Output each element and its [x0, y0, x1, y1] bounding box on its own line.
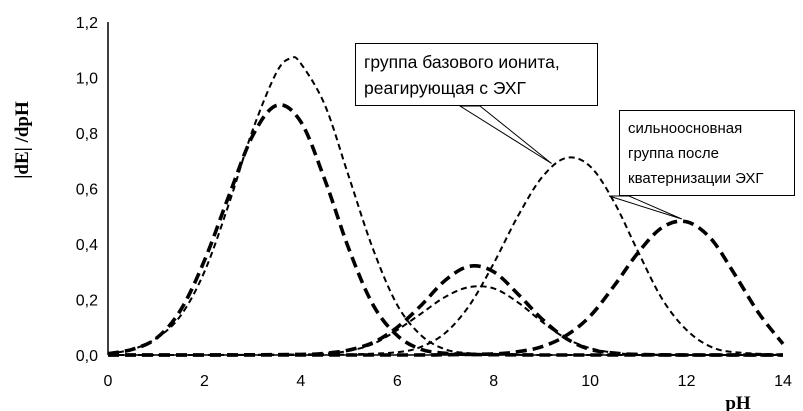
callout-leader	[458, 105, 552, 164]
callout-leaders	[458, 105, 682, 220]
y-tick-label: 1,0	[76, 71, 98, 88]
x-ticks: 0 2 4 6 8 10 12 14	[104, 373, 792, 390]
annotation-line: группа базового ионита,	[364, 52, 560, 72]
annotation-line: реагирующая с ЭХГ	[364, 78, 526, 98]
y-tick-label: 0,8	[76, 126, 98, 143]
x-tick-label: 6	[393, 373, 402, 390]
y-tick-label: 0,0	[76, 348, 98, 365]
annotation-callout: сильноосновная группа после кватернизаци…	[619, 110, 795, 196]
series-line-4	[108, 285, 783, 357]
y-tick-label: 0,6	[76, 182, 98, 199]
x-tick-label: 0	[104, 373, 113, 390]
x-tick-label: 4	[296, 373, 305, 390]
axes	[107, 22, 783, 356]
annotation-callout: группа базового ионита, реагирующая с ЭХ…	[355, 43, 598, 106]
y-axis-title: |dE| /dpH	[12, 101, 33, 179]
x-axis-title: pH	[725, 393, 751, 411]
x-tick-label: 12	[678, 373, 696, 390]
y-tick-label: 0,2	[76, 293, 98, 310]
x-tick-label: 8	[489, 373, 498, 390]
callout-leader	[608, 195, 682, 220]
annotation-line: сильноосновная	[628, 120, 743, 137]
annotation-line: группа после	[628, 145, 719, 162]
series-line-6	[108, 219, 785, 357]
y-tick-label: 0,4	[76, 237, 98, 254]
y-tick-label: 1,2	[76, 15, 98, 32]
x-tick-label: 2	[200, 373, 209, 390]
x-tick-label: 10	[581, 373, 599, 390]
annotation-line: кватернизации ЭХГ	[628, 170, 764, 187]
x-tick-label: 14	[774, 373, 792, 390]
y-ticks: 0,0 0,2 0,4 0,6 0,8 1,0 1,2	[76, 15, 98, 365]
series-line-3	[108, 264, 783, 357]
